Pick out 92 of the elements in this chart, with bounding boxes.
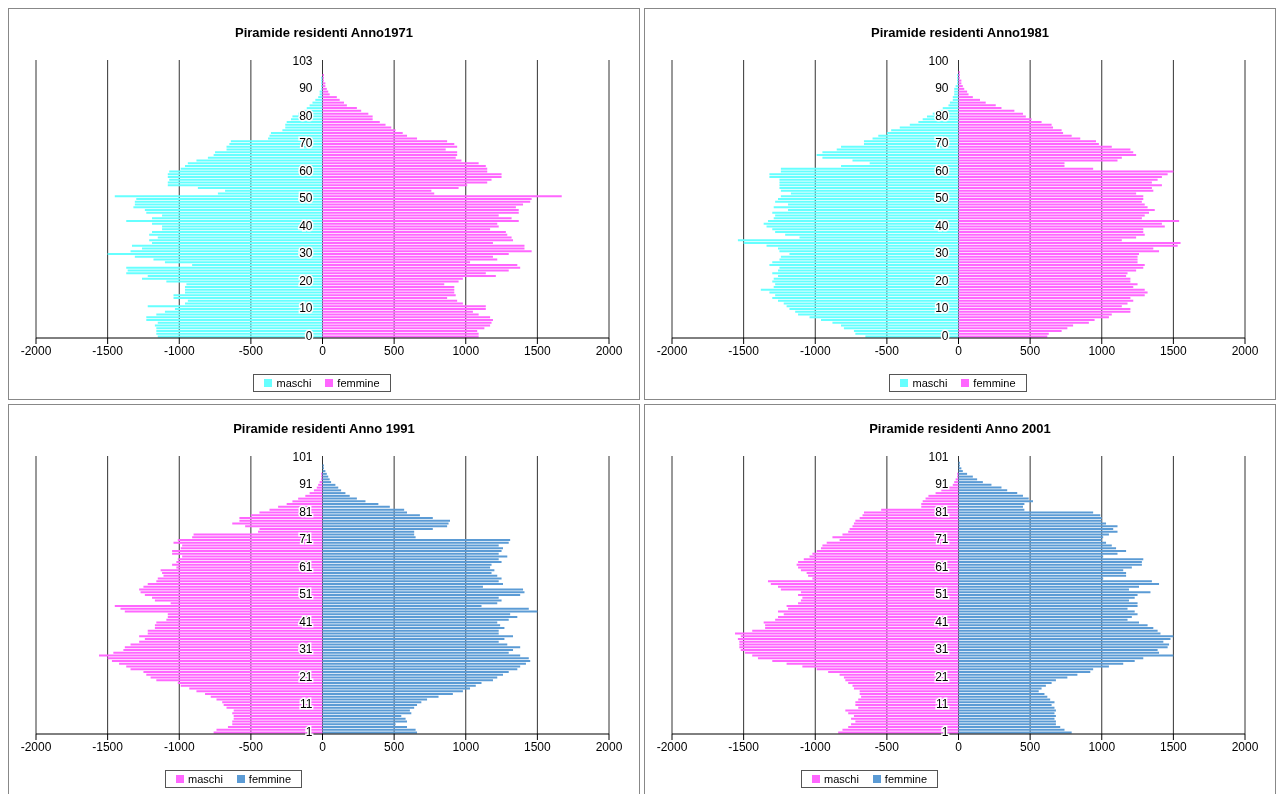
y-tick-label: 51 [935,587,949,602]
legend-label: femmine [248,773,292,785]
y-tick-label: 40 [935,218,949,233]
y-tick-label: 60 [935,163,949,178]
y-tick-label: 11 [936,697,949,712]
y-tick-label: 30 [299,246,313,261]
y-tick-label: 70 [299,136,313,151]
x-tick-label: 0 [955,343,963,358]
y-tick-label: 50 [299,191,313,206]
x-tick-label: 1500 [524,739,552,754]
x-tick-label: 2000 [595,343,623,358]
y-tick-label: 81 [935,504,949,519]
y-tick-label: 91 [299,477,313,492]
x-tick-label: 500 [1020,739,1041,754]
y-tick-label: 101 [292,449,313,464]
x-tick-label: -1000 [799,343,831,358]
x-tick-label: 1000 [1088,739,1116,754]
x-tick-label: 2000 [595,739,623,754]
y-tick-label: 10 [935,301,949,316]
y-tick-label: 31 [299,642,313,657]
x-tick-label: -1500 [92,343,124,358]
y-tick-label: 70 [935,136,949,151]
y-tick-label: 50 [935,191,949,206]
y-tick-label: 20 [935,273,949,288]
y-tick-label: 10 [299,301,313,316]
x-tick-label: 0 [319,739,327,754]
y-tick-label: 51 [299,587,313,602]
chart-title: Piramide residenti Anno 1991 [232,421,416,436]
legend-label: maschi [912,377,948,389]
x-tick-label: 500 [1020,343,1041,358]
x-tick-label: -500 [874,739,900,754]
x-tick-label: -2000 [656,739,688,754]
chart-title: Piramide residenti Anno1981 [870,25,1050,40]
y-tick-label: 11 [300,697,313,712]
y-tick-label: 0 [305,328,313,343]
x-tick-label: -500 [874,343,900,358]
y-tick-label: 101 [928,449,949,464]
y-tick-label: 61 [935,559,949,574]
x-tick-label: 2000 [1231,343,1259,358]
y-tick-label: 71 [935,532,949,547]
y-tick-label: 90 [299,81,313,96]
y-tick-label: 21 [935,669,949,684]
x-tick-label: -2000 [20,343,52,358]
x-tick-label: 2000 [1231,739,1259,754]
x-tick-label: 500 [384,739,405,754]
legend-label: femmine [337,377,380,389]
y-tick-label: 1 [941,724,949,739]
x-tick-label: -1000 [799,739,831,754]
y-tick-label: 21 [299,669,313,684]
y-tick-label: 30 [935,246,949,261]
y-tick-label: 0 [941,328,949,343]
y-tick-label: 81 [299,504,313,519]
x-tick-label: -2000 [20,739,52,754]
y-tick-label: 80 [935,108,949,123]
y-tick-label: 60 [299,163,313,178]
x-tick-label: -1000 [163,739,195,754]
y-tick-label: 1 [305,724,313,739]
y-tick-label: 91 [935,477,949,492]
chart-title: Piramide residenti Anno 2001 [868,421,1052,436]
legend-label: femmine [884,773,928,785]
x-tick-label: -500 [238,739,264,754]
x-tick-label: 1000 [452,739,480,754]
x-tick-label: 1500 [1160,343,1188,358]
x-tick-label: 1500 [524,343,552,358]
y-tick-label: 71 [299,532,313,547]
y-tick-label: 100 [928,53,949,68]
y-tick-label: 31 [935,642,949,657]
y-tick-label: 90 [935,81,949,96]
y-tick-label: 61 [299,559,313,574]
x-tick-label: -1500 [728,343,760,358]
x-tick-label: 0 [955,739,963,754]
y-tick-label: 41 [935,614,949,629]
x-tick-label: -500 [238,343,264,358]
y-tick-label: 20 [299,273,313,288]
chart-title: Piramide residenti Anno1971 [234,25,414,40]
legend-label: maschi [824,773,859,785]
x-tick-label: -2000 [656,343,688,358]
x-tick-label: 500 [384,343,405,358]
x-tick-label: 1500 [1160,739,1188,754]
x-tick-label: 0 [319,343,327,358]
x-tick-label: 1000 [1088,343,1116,358]
y-tick-label: 41 [299,614,313,629]
y-tick-label: 40 [299,218,313,233]
x-tick-label: 1000 [452,343,480,358]
x-tick-label: -1500 [92,739,124,754]
x-tick-label: -1000 [163,343,195,358]
legend-label: femmine [973,377,1016,389]
y-tick-label: 80 [299,108,313,123]
y-tick-label: 103 [292,53,313,68]
x-tick-label: -1500 [728,739,760,754]
legend-label: maschi [276,377,312,389]
legend-label: maschi [188,773,223,785]
